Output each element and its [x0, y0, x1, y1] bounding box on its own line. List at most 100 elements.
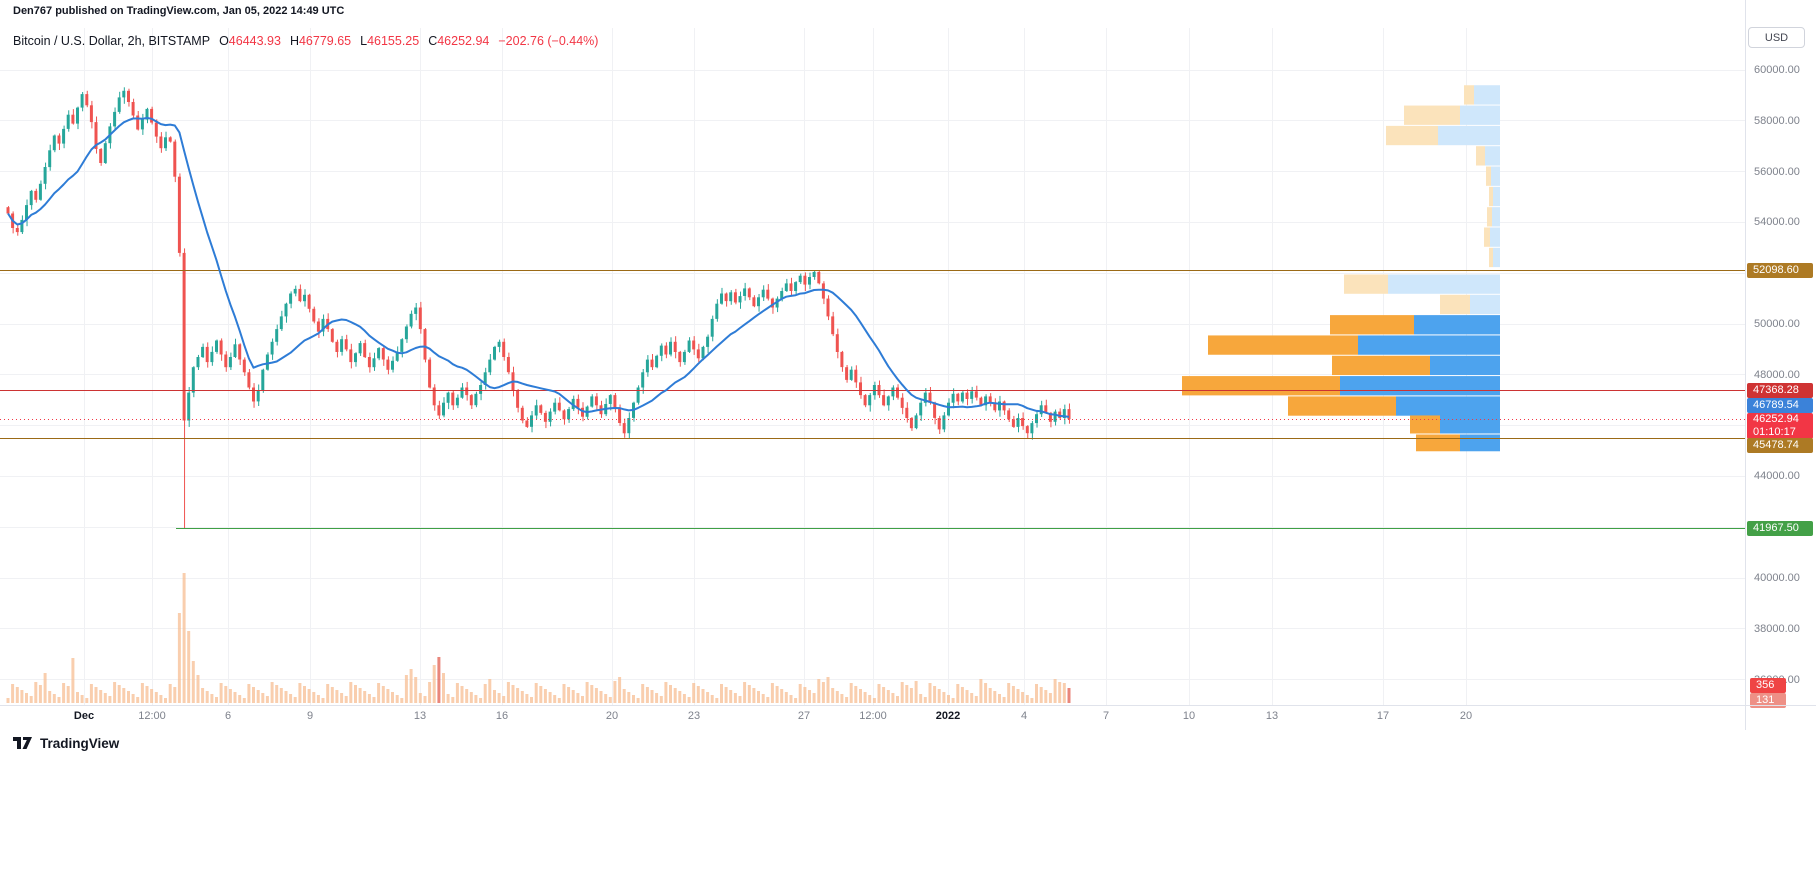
- tradingview-footer[interactable]: TradingView: [12, 736, 119, 751]
- candle: [159, 136, 163, 149]
- candle: [62, 128, 66, 144]
- price-axis[interactable]: 60000.00 58000.00 56000.00 54000.00 50000.00…: [1746, 0, 1816, 730]
- candle: [715, 303, 719, 319]
- candle: [678, 351, 682, 363]
- price-axis-separator: [1745, 0, 1746, 730]
- candle: [164, 137, 167, 149]
- candle: [891, 387, 895, 397]
- volume-bar: [645, 687, 649, 703]
- volume-bar: [94, 687, 98, 703]
- candle: [794, 282, 798, 291]
- volume-profile-row-down: [1470, 294, 1500, 315]
- volume-bar: [191, 661, 195, 703]
- volume-bar: [187, 631, 191, 703]
- candle: [942, 415, 946, 430]
- volume-bar: [520, 691, 524, 703]
- volume-bar: [279, 688, 283, 703]
- candle: [826, 298, 830, 317]
- candle: [233, 344, 237, 357]
- volume-profile-row-up: [1489, 186, 1493, 207]
- volume-bar: [965, 690, 969, 703]
- candle: [442, 402, 445, 416]
- volume-bar: [590, 685, 594, 703]
- candle: [228, 357, 232, 368]
- volume-bar: [673, 688, 677, 703]
- volume-bar: [335, 690, 339, 703]
- volume-bar: [919, 694, 923, 703]
- candle: [428, 359, 432, 388]
- candle: [956, 393, 960, 402]
- time-tick-label: 13: [1265, 710, 1279, 722]
- chart-canvas[interactable]: [0, 0, 1745, 706]
- candle: [752, 297, 756, 307]
- time-tick-label: 2022: [935, 710, 961, 722]
- current-price-value: 46252.94: [1753, 413, 1799, 426]
- volume-profile-row-up: [1440, 294, 1470, 315]
- candle: [747, 288, 751, 298]
- candle: [608, 395, 612, 404]
- volume-bar: [432, 665, 436, 703]
- volume-bar: [465, 689, 469, 703]
- volume-bar: [808, 690, 811, 703]
- candle: [928, 392, 932, 403]
- currency-unit-button[interactable]: USD: [1748, 27, 1805, 48]
- volume-value-label: 131: [1750, 692, 1786, 708]
- time-tick-label: 16: [495, 710, 509, 722]
- volume-bar: [1035, 684, 1038, 703]
- symbol-title[interactable]: Bitcoin / U.S. Dollar, 2h, BITSTAMP: [13, 34, 211, 48]
- volume-bar: [947, 695, 950, 703]
- volume-bar: [99, 690, 103, 703]
- volume-bar: [511, 685, 515, 703]
- candle: [673, 341, 677, 352]
- volume-bar: [669, 685, 672, 703]
- volume-bar: [849, 683, 853, 703]
- volume-bar: [928, 683, 932, 703]
- volume-bar: [34, 682, 38, 703]
- price-levels: [0, 270, 1745, 529]
- volume-bar: [1039, 687, 1043, 703]
- volume-bar: [1048, 693, 1052, 703]
- volume-bar: [215, 697, 218, 703]
- volume-bar: [1058, 682, 1062, 703]
- volume-profile-row-up: [1386, 125, 1438, 146]
- candle: [242, 359, 246, 373]
- volume-profile-row-down: [1474, 85, 1500, 105]
- volume-bar: [423, 696, 427, 703]
- volume-profile-row-up: [1344, 274, 1388, 294]
- candle: [409, 313, 413, 327]
- volume-bar: [1044, 690, 1048, 703]
- volume-bar: [307, 689, 311, 703]
- candle: [590, 396, 594, 407]
- candle: [923, 392, 927, 403]
- volume-bar: [710, 695, 714, 703]
- volume-bar: [242, 698, 246, 703]
- volume-bar: [409, 669, 413, 703]
- candle: [210, 351, 214, 363]
- candle: [177, 176, 181, 253]
- candle: [117, 97, 121, 112]
- ohlc-close: C46252.94: [428, 34, 489, 48]
- price-tick-label: 58000.00: [1754, 114, 1800, 127]
- volume-bar: [859, 689, 862, 703]
- candle: [418, 307, 422, 330]
- volume-bar: [367, 694, 371, 703]
- volume-bar: [391, 692, 394, 703]
- volume-bar: [437, 657, 441, 703]
- volume-bar: [581, 696, 584, 703]
- volume-profile-row-down: [1388, 274, 1500, 294]
- volume-bar: [11, 684, 15, 703]
- volume-bar: [868, 695, 872, 703]
- candle: [594, 396, 598, 406]
- volume-bar: [956, 684, 960, 703]
- candle: [553, 402, 557, 412]
- candle: [970, 391, 974, 399]
- candle: [404, 326, 408, 340]
- candle: [247, 372, 251, 388]
- candle: [483, 372, 487, 385]
- volume-bar: [113, 682, 117, 703]
- candle: [38, 183, 42, 200]
- volume-bar: [173, 687, 177, 703]
- candle: [335, 341, 339, 352]
- time-axis[interactable]: Dec 12:00 6 9 13 16 20 23 27 12:00 2022 4 7 10 13 17 20: [0, 706, 1745, 730]
- volume-bar: [715, 698, 719, 703]
